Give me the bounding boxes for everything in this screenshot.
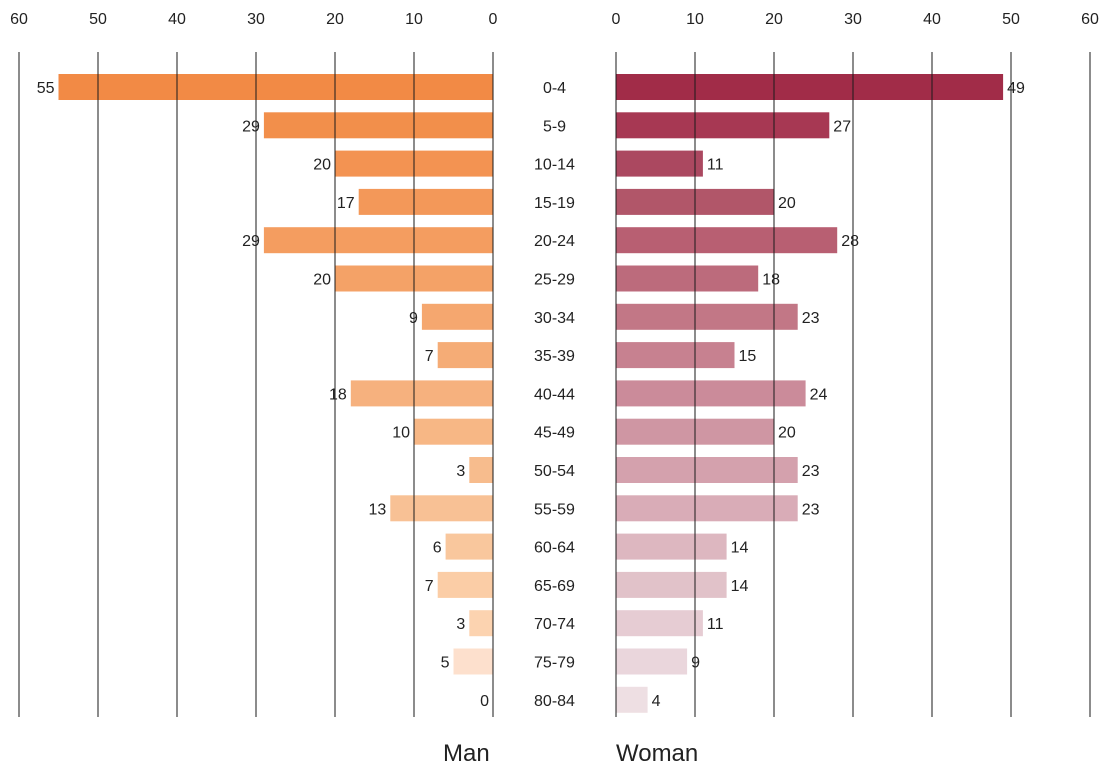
legend-man-label: Man: [443, 740, 490, 767]
value-label-man: 29: [242, 118, 260, 135]
tick-label-right: 50: [1002, 11, 1020, 28]
value-label-woman: 20: [778, 195, 796, 212]
bar-woman: [616, 610, 703, 637]
value-label-woman: 15: [739, 348, 757, 365]
tick-label-left: 30: [247, 11, 265, 28]
bar-man: [437, 342, 493, 369]
category-label: 10-14: [534, 157, 575, 174]
value-label-man: 18: [329, 386, 347, 403]
bar-woman: [616, 457, 798, 483]
category-label: 75-79: [534, 655, 575, 672]
bar-woman: [616, 342, 735, 369]
category-label: 65-69: [534, 578, 575, 595]
category-label: 55-59: [534, 501, 575, 518]
category-label: 20-24: [534, 233, 575, 250]
value-label-man: 17: [337, 195, 355, 212]
bar-woman: [616, 303, 798, 330]
category-label: 25-29: [534, 272, 575, 289]
value-label-woman: 24: [810, 386, 828, 403]
tick-label-right: 60: [1081, 11, 1099, 28]
bar-woman: [616, 571, 727, 598]
value-label-man: 3: [456, 463, 465, 480]
bar-woman: [616, 112, 830, 139]
category-label: 70-74: [534, 616, 575, 633]
value-label-man: 20: [313, 272, 331, 289]
value-label-woman: 28: [841, 233, 859, 250]
bar-man: [469, 457, 493, 483]
value-label-man: 10: [392, 425, 410, 442]
value-label-woman: 11: [707, 616, 724, 633]
value-label-woman: 18: [762, 272, 780, 289]
bar-man: [358, 188, 493, 215]
tick-label-left: 50: [89, 11, 107, 28]
bar-woman: [616, 265, 759, 292]
bar-woman: [616, 380, 806, 407]
bar-man: [437, 571, 493, 598]
value-label-man: 0: [480, 693, 489, 710]
category-label: 0-4: [543, 80, 566, 97]
value-label-man: 13: [369, 501, 387, 518]
value-label-man: 5: [441, 655, 450, 672]
category-label: 40-44: [534, 386, 575, 403]
bar-woman: [616, 648, 688, 675]
tick-label-right: 10: [686, 11, 704, 28]
tick-label-right: 0: [612, 11, 621, 28]
bar-man: [263, 112, 493, 139]
value-label-man: 55: [37, 80, 55, 97]
value-label-man: 29: [242, 233, 260, 250]
value-label-man: 3: [456, 616, 465, 633]
bar-woman: [616, 74, 1004, 100]
value-label-woman: 4: [652, 693, 661, 710]
category-label: 30-34: [534, 310, 575, 327]
bar-woman: [616, 533, 727, 560]
value-label-woman: 23: [802, 463, 820, 480]
tick-label-left: 10: [405, 11, 423, 28]
category-label: 60-64: [534, 540, 575, 557]
tick-label-left: 20: [326, 11, 344, 28]
category-label: 15-19: [534, 195, 575, 212]
value-label-man: 9: [409, 310, 418, 327]
value-label-woman: 49: [1007, 80, 1025, 97]
value-label-man: 6: [433, 540, 442, 557]
value-label-woman: 27: [833, 118, 851, 135]
bar-woman: [616, 686, 648, 713]
category-label: 50-54: [534, 463, 575, 480]
value-label-woman: 14: [731, 540, 749, 557]
value-label-man: 7: [425, 578, 434, 595]
tick-label-left: 60: [10, 11, 28, 28]
category-label: 45-49: [534, 425, 575, 442]
bar-man: [469, 610, 493, 637]
tick-label-left: 40: [168, 11, 186, 28]
bar-man: [58, 74, 493, 100]
category-label: 5-9: [543, 118, 566, 135]
bar-man: [445, 533, 493, 560]
bar-man: [390, 495, 493, 522]
category-label: 80-84: [534, 693, 575, 710]
bar-woman: [616, 150, 703, 177]
category-label: 35-39: [534, 348, 575, 365]
legend-woman-label: Woman: [616, 740, 699, 767]
value-label-man: 20: [313, 157, 331, 174]
tick-label-right: 40: [923, 11, 941, 28]
bar-man: [263, 227, 493, 254]
value-label-woman: 23: [802, 501, 820, 518]
bar-man: [414, 418, 493, 445]
value-label-woman: 14: [731, 578, 749, 595]
value-label-woman: 20: [778, 425, 796, 442]
tick-label-right: 20: [765, 11, 783, 28]
tick-label-left: 0: [489, 11, 498, 28]
value-label-man: 7: [425, 348, 434, 365]
bar-woman: [616, 227, 838, 254]
tick-label-right: 30: [844, 11, 862, 28]
value-label-woman: 9: [691, 655, 700, 672]
value-label-woman: 23: [802, 310, 820, 327]
bar-man: [350, 380, 493, 407]
bar-man: [421, 303, 493, 330]
bar-man: [453, 648, 493, 675]
bar-woman: [616, 495, 798, 522]
value-label-woman: 11: [707, 157, 724, 174]
